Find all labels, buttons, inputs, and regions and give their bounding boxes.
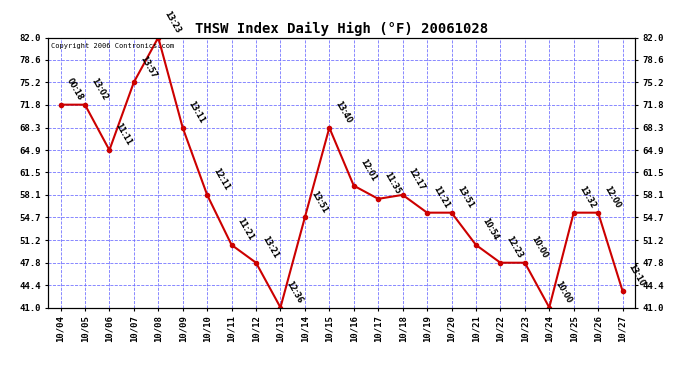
Title: THSW Index Daily High (°F) 20061028: THSW Index Daily High (°F) 20061028 bbox=[195, 22, 488, 36]
Text: 00:18: 00:18 bbox=[65, 76, 85, 102]
Text: 10:00: 10:00 bbox=[553, 279, 573, 305]
Text: 12:23: 12:23 bbox=[504, 234, 524, 260]
Text: 11:21: 11:21 bbox=[236, 217, 255, 242]
Text: 11:21: 11:21 bbox=[431, 184, 451, 210]
Text: 10:00: 10:00 bbox=[529, 234, 549, 260]
Text: 12:00: 12:00 bbox=[602, 184, 622, 210]
Text: 13:57: 13:57 bbox=[138, 54, 158, 80]
Text: 13:02: 13:02 bbox=[89, 76, 109, 102]
Text: Copyright 2006 Contronics.com: Copyright 2006 Contronics.com bbox=[51, 43, 175, 49]
Text: 13:10: 13:10 bbox=[627, 263, 647, 288]
Text: 13:51: 13:51 bbox=[309, 189, 329, 214]
Text: 12:11: 12:11 bbox=[211, 167, 231, 192]
Text: 13:32: 13:32 bbox=[578, 184, 598, 210]
Text: 13:11: 13:11 bbox=[187, 99, 207, 125]
Text: 12:01: 12:01 bbox=[358, 158, 378, 183]
Text: 13:51: 13:51 bbox=[455, 184, 475, 210]
Text: 11:35: 11:35 bbox=[382, 171, 402, 196]
Text: 12:17: 12:17 bbox=[407, 166, 426, 192]
Text: 13:21: 13:21 bbox=[260, 234, 280, 260]
Text: 12:36: 12:36 bbox=[284, 279, 304, 305]
Text: 13:40: 13:40 bbox=[333, 99, 353, 125]
Text: 10:54: 10:54 bbox=[480, 217, 500, 242]
Text: 11:11: 11:11 bbox=[114, 122, 133, 147]
Text: 13:23: 13:23 bbox=[162, 9, 182, 35]
